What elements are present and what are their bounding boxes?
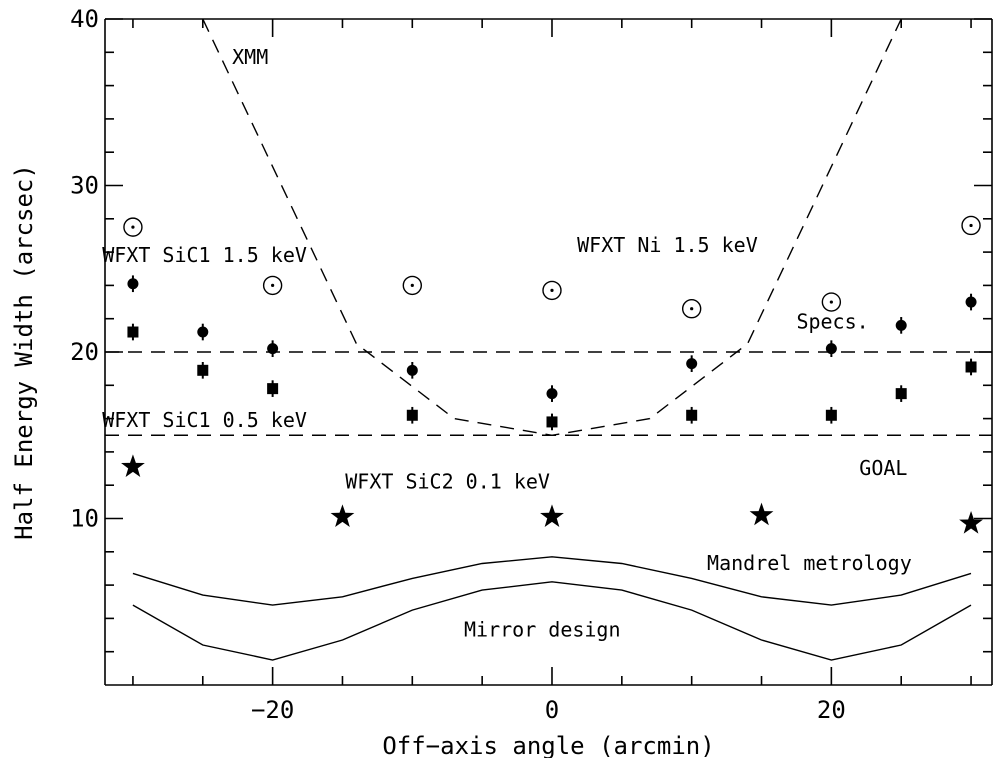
wfxt-sic1-0-5-kev-point [546,416,558,428]
y-tick-label: 20 [70,338,99,366]
wfxt-sic1-0-5-kev-point [686,409,698,421]
annotation-specs: Specs. [796,310,868,334]
wfxt-ni-1-5-kev-dot [690,307,694,311]
annotation-wfxt-sic1-0-5-kev: WFXT SiC1 0.5 keV [102,408,307,432]
wfxt-sic1-0-5-kev-point [127,326,139,338]
annotation-xmm: XMM [232,45,268,69]
mandrel-metrology-curve [132,556,972,606]
annotation-wfxt-sic2-0-1-kev: WFXT SiC2 0.1 keV [345,470,550,494]
wfxt-ni-1-5-kev-dot [550,288,554,292]
wfxt-ni-1-5-kev-dot [410,283,414,287]
wfxt-ni-1-5-kev-point [821,292,842,312]
y-tick-label: 40 [70,5,99,33]
wfxt-sic1-1-5-kev-point [406,364,418,376]
annotation-goal: GOAL [859,456,907,480]
wfxt-sic1-1-5-kev-point [965,296,977,308]
wfxt-sic1-1-5-kev-point [267,343,279,355]
wfxt-ni-1-5-kev-point [681,299,702,319]
annotations: XMM WFXT SiC1 1.5 keV WFXT Ni 1.5 keV Specs… [102,45,912,642]
x-tick-label: −20 [251,696,294,724]
wfxt-sic1-0-5-kev-point [267,383,279,395]
wfxt-sic1-0-5-kev-point [895,388,907,400]
annotation-wfxt-ni-1-5-kev: WFXT Ni 1.5 keV [577,233,758,257]
x-tick-label: 20 [817,696,846,724]
solid-lines [132,556,972,661]
wfxt-sic2-0-1-kev-point [540,504,564,527]
wfxt-sic1-1-5-kev-point [825,343,837,355]
y-tick-label: 30 [70,172,99,200]
xmm-curve [202,18,902,437]
wfxt-ni-1-5-kev-dot [131,225,135,229]
wfxt-ni-1-5-kev-point [961,215,981,236]
wfxt-ni-1-5-kev-dot [829,300,833,304]
wfxt-ni-1-5-kev-point [262,275,283,296]
wfxt-sic1-0-5-kev-point [965,361,977,373]
wfxt-sic1-1-5-kev-point [197,326,209,338]
annotation-mirror-design: Mirror design [464,618,621,642]
wfxt-sic1-0-5-kev-point [197,364,209,376]
annotation-mandrel-metrology: Mandrel metrology [707,551,912,575]
wfxt-sic1-0-5-kev-point [825,409,837,421]
x-axis-title: Off−axis angle (arcmin) [382,732,714,758]
data-markers [121,215,983,534]
wfxt-ni-1-5-kev-dot [969,223,973,228]
tick-labels: −20 0 20 10 20 30 40 [70,5,846,724]
wfxt-ni-1-5-kev-point [402,275,423,296]
wfxt-sic1-1-5-kev-point [686,358,698,370]
wfxt-ni-1-5-kev-point [542,280,562,301]
mirror-design-curve [132,581,972,661]
wfxt-ni-1-5-kev-dot [271,283,275,287]
wfxt-sic2-0-1-kev-point [121,454,145,477]
dashed-lines [105,18,992,437]
wfxt-sic1-0-5-kev-point [406,409,418,421]
x-tick-label: 0 [545,696,559,724]
wfxt-sic2-0-1-kev-point [959,511,983,534]
ticks [105,18,992,685]
y-tick-label: 10 [70,505,99,533]
wfxt-ni-1-5-kev-point [123,217,143,237]
wfxt-sic1-1-5-kev-point [546,388,558,400]
y-axis-title: Half Energy Width (arcsec) [10,164,38,540]
wfxt-sic1-1-5-kev-point [127,278,139,290]
wfxt-sic1-1-5-kev-point [895,319,907,331]
wfxt-sic2-0-1-kev-point [749,502,774,526]
wfxt-sic2-0-1-kev-point [330,504,355,527]
annotation-wfxt-sic1-1-5-kev: WFXT SiC1 1.5 keV [102,243,307,267]
